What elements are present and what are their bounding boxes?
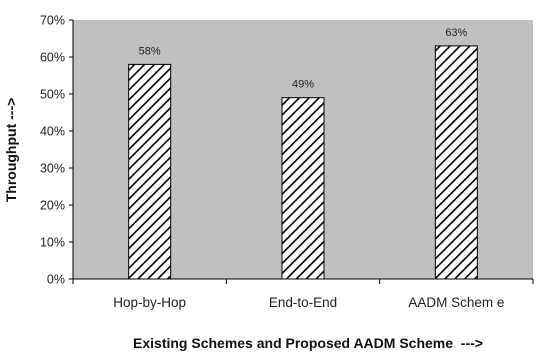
y-tick-label: 40% [40,125,65,139]
x-category-label: End-to-End [269,295,337,310]
y-axis-title: Throughput ---> [3,98,19,203]
data-label: 49% [292,79,314,91]
bar [128,63,172,280]
x-axis-title: Existing Schemes and Proposed AADM Schem… [133,335,483,351]
x-category-label: AADM Schem e [408,295,504,310]
bar [434,45,478,280]
x-axis-categories: Hop-by-Hop End-to-End AADM Schem e [72,279,534,310]
y-axis-ticks: 0% 10% 20% 30% 40% 50% 60% 70% [40,14,73,287]
data-label: 58% [139,45,161,57]
y-tick-label: 10% [40,236,65,250]
y-tick-label: 50% [40,88,65,102]
data-label: 63% [445,27,467,39]
bars [128,45,478,280]
y-tick-label: 20% [40,199,65,213]
y-tick-label: 0% [47,273,65,287]
x-category-label: Hop-by-Hop [113,295,186,310]
y-tick-label: 70% [40,14,65,28]
y-tick-label: 60% [40,51,65,65]
bar [281,97,325,280]
y-tick-label: 30% [40,162,65,176]
data-labels: 58% 49% 63% [139,27,468,91]
